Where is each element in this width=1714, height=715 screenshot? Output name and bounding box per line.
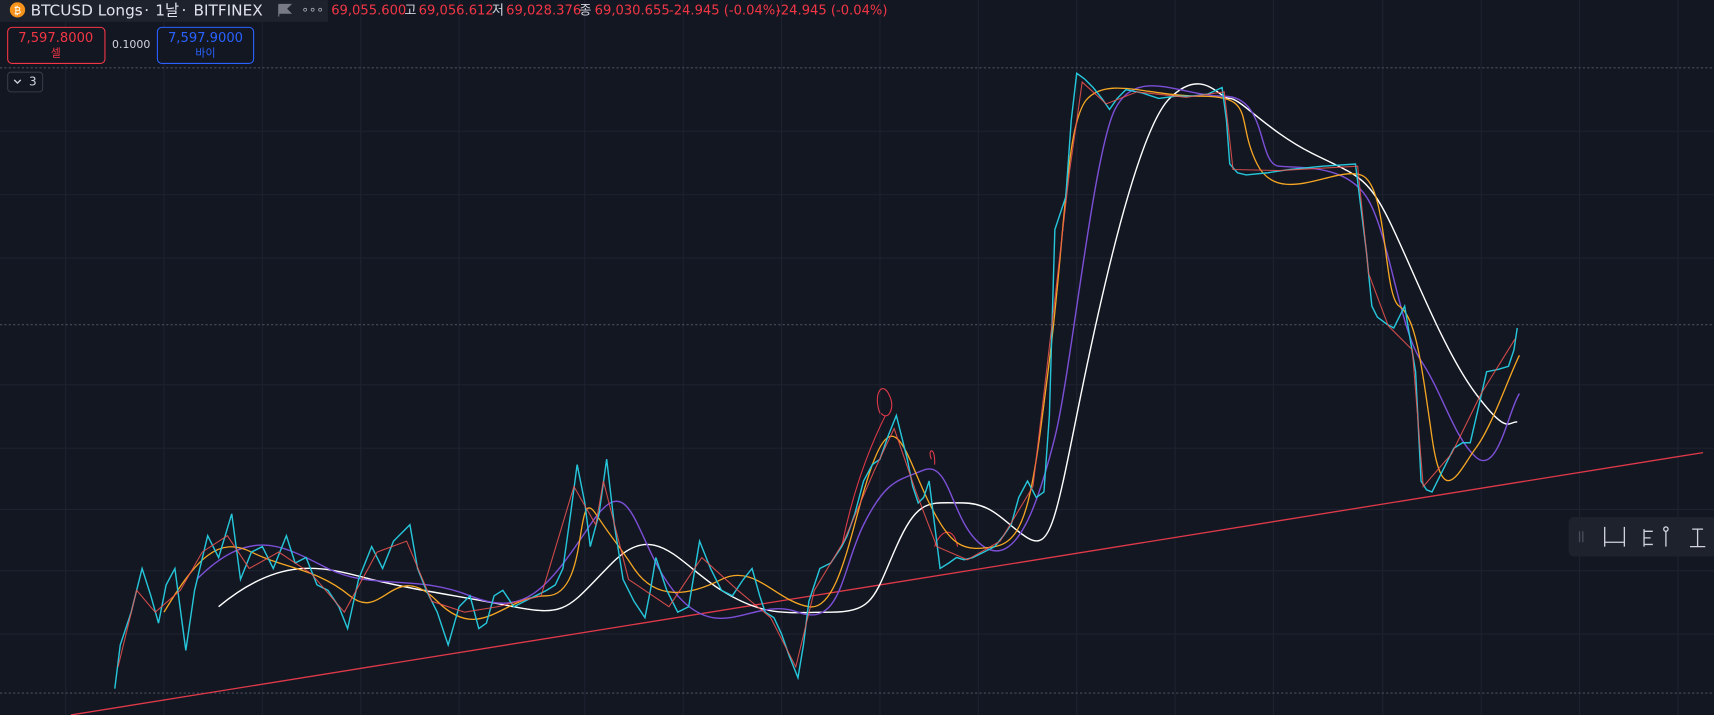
high-value: 69,056.612 (419, 3, 494, 18)
flag-icon[interactable] (278, 3, 293, 17)
sell-label[interactable]: 셀 (51, 47, 61, 60)
drawing-toolbar (1568, 517, 1714, 557)
trend-line (70, 451, 1704, 715)
tool-position[interactable] (1643, 529, 1653, 547)
low-label: 저 (492, 2, 504, 18)
ma-mid (196, 85, 1521, 620)
close-value: 69,030.655 (595, 3, 670, 18)
buy-price[interactable]: 7,597.9000 (168, 31, 243, 46)
btc-icon (9, 2, 26, 18)
buy-button[interactable] (156, 26, 255, 64)
sell-price[interactable]: 7,597.8000 (18, 31, 93, 46)
buy-label[interactable]: 바이 (195, 47, 215, 60)
symbol[interactable]: BTCUSD Longs (31, 1, 143, 19)
close-label: 종 (579, 3, 591, 18)
indicator-count[interactable]: 3 (29, 75, 37, 89)
change: -24.945 (-0.04%) (669, 3, 780, 18)
more-icon[interactable]: ∘∘∘ (301, 2, 324, 16)
price-level-lines (0, 67, 1714, 694)
hand-drawing (841, 388, 959, 547)
candle-line (117, 80, 1516, 669)
btc-icon-glyph: ₿ (14, 6, 21, 17)
tool-range[interactable] (1604, 526, 1626, 547)
separator: · (144, 1, 149, 19)
change: -24.945 (-0.04%) (776, 3, 887, 18)
indicator-toggle[interactable] (7, 71, 44, 93)
tool-measure[interactable] (1689, 528, 1706, 548)
symbol-bar[interactable] (0, 0, 328, 22)
exchange: BITFINEX (193, 1, 262, 19)
chevron (13, 79, 22, 85)
spread: 0.1000 (112, 38, 150, 51)
sell-button[interactable] (7, 26, 106, 64)
ma-fast (163, 87, 1521, 621)
low-value: 69,028.376 (506, 3, 581, 18)
price-line (114, 72, 1518, 689)
open-value: 69,055.600 (331, 3, 406, 18)
interval[interactable]: 1날 (155, 1, 179, 19)
toolbar-icons (1578, 526, 1706, 548)
high-label: 고 (404, 3, 416, 18)
separator: · (181, 1, 186, 19)
